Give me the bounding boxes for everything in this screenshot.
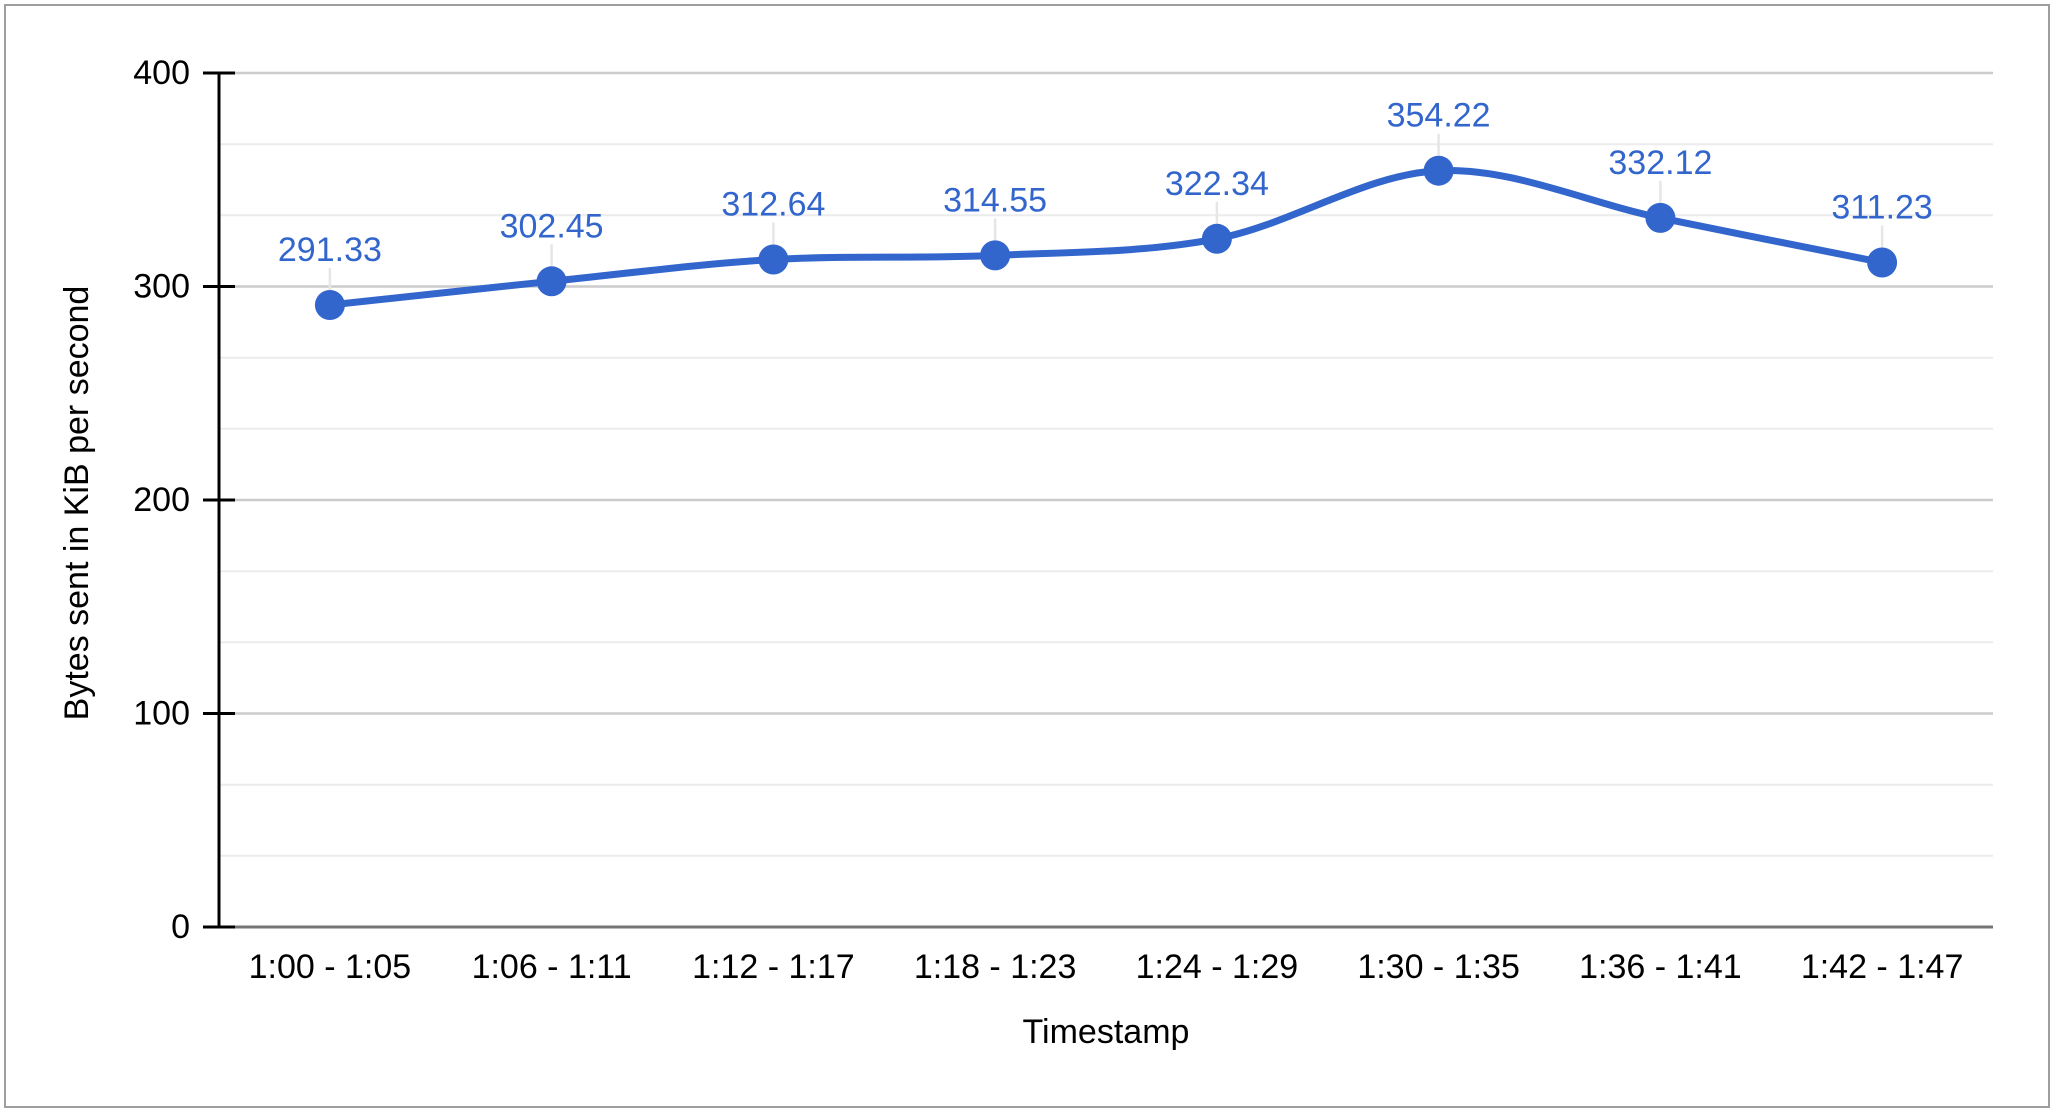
y-axis-tick-label: 400 [133,54,190,92]
y-axis-title: Bytes sent in KiB per second [58,286,96,721]
data-point-label: 312.64 [721,186,825,224]
data-point-label: 332.12 [1608,144,1712,182]
y-axis-tick-label: 200 [133,481,190,519]
x-axis-category-label: 1:36 - 1:41 [1579,948,1742,986]
data-point-marker[interactable] [758,244,789,275]
x-axis-category-label: 1:30 - 1:35 [1357,948,1520,986]
data-point-marker[interactable] [1201,223,1232,254]
data-point-marker[interactable] [1423,155,1454,186]
data-point-marker[interactable] [980,240,1011,271]
data-point-label: 354.22 [1387,97,1491,135]
y-axis-tick-label: 100 [133,695,190,733]
data-point-label: 311.23 [1831,189,1932,227]
data-point-label: 314.55 [943,181,1047,219]
data-point-marker[interactable] [1867,247,1898,278]
y-axis-tick-label: 0 [171,908,190,946]
data-point-label: 291.33 [278,231,382,269]
data-point-label: 302.45 [500,207,604,245]
data-point-marker[interactable] [1645,202,1676,233]
x-axis-category-label: 1:06 - 1:11 [472,948,632,986]
x-axis-category-label: 1:24 - 1:29 [1136,948,1299,986]
y-axis-tick-label: 300 [133,268,190,306]
data-point-marker[interactable] [536,266,567,297]
minor-gridlines [220,143,1993,857]
data-point-label: 322.34 [1165,165,1269,203]
x-axis-category-label: 1:00 - 1:05 [249,948,412,986]
major-gridlines [220,71,1993,715]
x-axis-category-label: 1:42 - 1:47 [1801,948,1964,986]
data-point-marker[interactable] [314,290,345,320]
x-axis-title: Timestamp [1023,1013,1190,1051]
x-axis-category-label: 1:18 - 1:23 [914,948,1077,986]
x-axis-category-label: 1:12 - 1:17 [692,948,855,986]
series-line[interactable] [326,167,1886,309]
